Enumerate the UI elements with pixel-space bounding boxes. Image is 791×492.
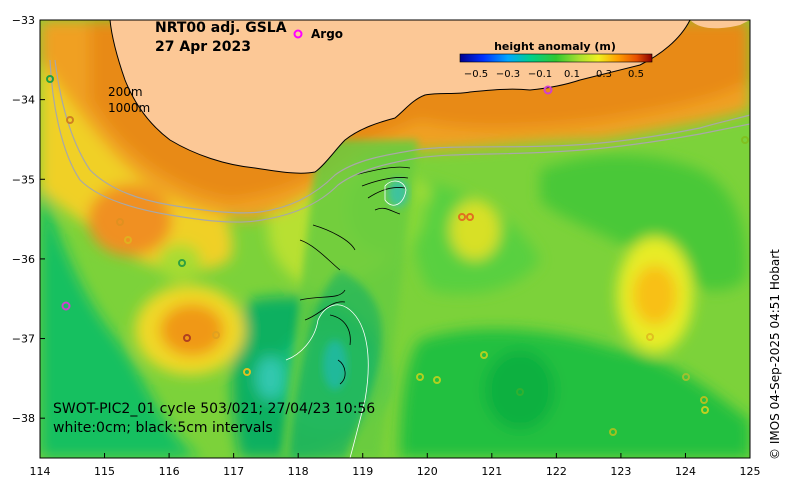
- map-title-line1: NRT00 adj. GSLA: [155, 20, 287, 36]
- argo-float-marker: [741, 136, 749, 144]
- x-tick-label: 118: [288, 465, 309, 478]
- argo-float-marker: [609, 428, 617, 436]
- coastline: [109, 20, 691, 174]
- argo-float-marker: [700, 396, 708, 404]
- swot-swath: [280, 140, 418, 458]
- argo-legend-icon: [293, 29, 303, 39]
- isobaths: [49, 59, 750, 223]
- x-tick-label: 120: [417, 465, 438, 478]
- map-frame: [39, 19, 751, 459]
- colorbar-title: height anomaly (m): [494, 40, 616, 53]
- x-tick-label: 116: [159, 465, 180, 478]
- argo-float-marker: [682, 373, 690, 381]
- colorbar-tick-label: −0.3: [496, 69, 520, 80]
- argo-float-marker: [61, 301, 71, 311]
- x-tick-label: 119: [352, 465, 373, 478]
- colorbar-tick-label: 0.5: [628, 69, 644, 80]
- argo-float-marker: [243, 368, 251, 376]
- isobath-label-1000m: 1000m: [108, 101, 150, 115]
- argo-float-marker: [66, 116, 74, 124]
- colorbar-tick-label: 0.1: [564, 69, 580, 80]
- argo-float-marker: [178, 259, 186, 267]
- argo-float-marker: [646, 333, 654, 341]
- x-tick-label: 125: [740, 465, 761, 478]
- argo-float-marker: [416, 373, 424, 381]
- x-tick-label: 124: [675, 465, 696, 478]
- x-tick-label: 114: [30, 465, 51, 478]
- x-tick-label: 122: [546, 465, 567, 478]
- argo-float-marker: [116, 218, 124, 226]
- colorbar: height anomaly (m) −0.5 −0.3 −0.1 0.1 0.3 0.5: [459, 40, 653, 80]
- map-title-line2: 27 Apr 2023: [155, 39, 251, 55]
- y-tick-label: −34: [12, 94, 35, 107]
- y-axis: −33 −34 −35 −36 −37 −38: [12, 14, 45, 425]
- swot-caption-line1: SWOT-PIC2_01 cycle 503/021; 27/04/23 10:…: [53, 401, 375, 417]
- y-tick-label: −37: [12, 333, 35, 346]
- argo-float-marker: [124, 236, 132, 244]
- argo-float-marker: [433, 376, 441, 384]
- x-tick-label: 123: [610, 465, 631, 478]
- colorbar-gradient: [459, 53, 653, 63]
- argo-float-marker: [516, 388, 524, 396]
- y-tick-label: −33: [12, 14, 35, 27]
- argo-float-marker: [480, 351, 488, 359]
- y-tick-label: −36: [12, 253, 35, 266]
- swot-caption-line2: white:0cm; black:5cm intervals: [53, 420, 273, 436]
- argo-float-marker: [183, 334, 191, 342]
- argo-floats: [46, 75, 749, 436]
- argo-float-marker: [212, 331, 220, 339]
- argo-legend-label: Argo: [311, 27, 343, 41]
- x-tick-label: 117: [223, 465, 244, 478]
- colorbar-tick-label: −0.1: [528, 69, 552, 80]
- swot-contours: [285, 166, 411, 458]
- argo-float-marker: [701, 406, 709, 414]
- colorbar-tick-label: −0.5: [464, 69, 488, 80]
- x-tick-label: 121: [481, 465, 502, 478]
- colorbar-tick-label: 0.3: [596, 69, 612, 80]
- x-tick-label: 115: [94, 465, 115, 478]
- y-tick-label: −38: [12, 412, 35, 425]
- argo-float-marker: [458, 213, 466, 221]
- isobath-label-200m: 200m: [108, 85, 143, 99]
- credit-label: © IMOS 04-Sep-2025 04:51 Hobart: [768, 249, 782, 460]
- argo-float-marker: [46, 75, 54, 83]
- argo-float-marker: [466, 213, 474, 221]
- sea-level-anomaly-map: [40, 20, 750, 458]
- y-tick-label: −35: [12, 173, 35, 186]
- x-axis: 114 115 116 117 118 119 120 121 122 123 124 125: [30, 453, 761, 478]
- argo-float-marker: [543, 85, 553, 95]
- land-mass-east: [690, 20, 750, 29]
